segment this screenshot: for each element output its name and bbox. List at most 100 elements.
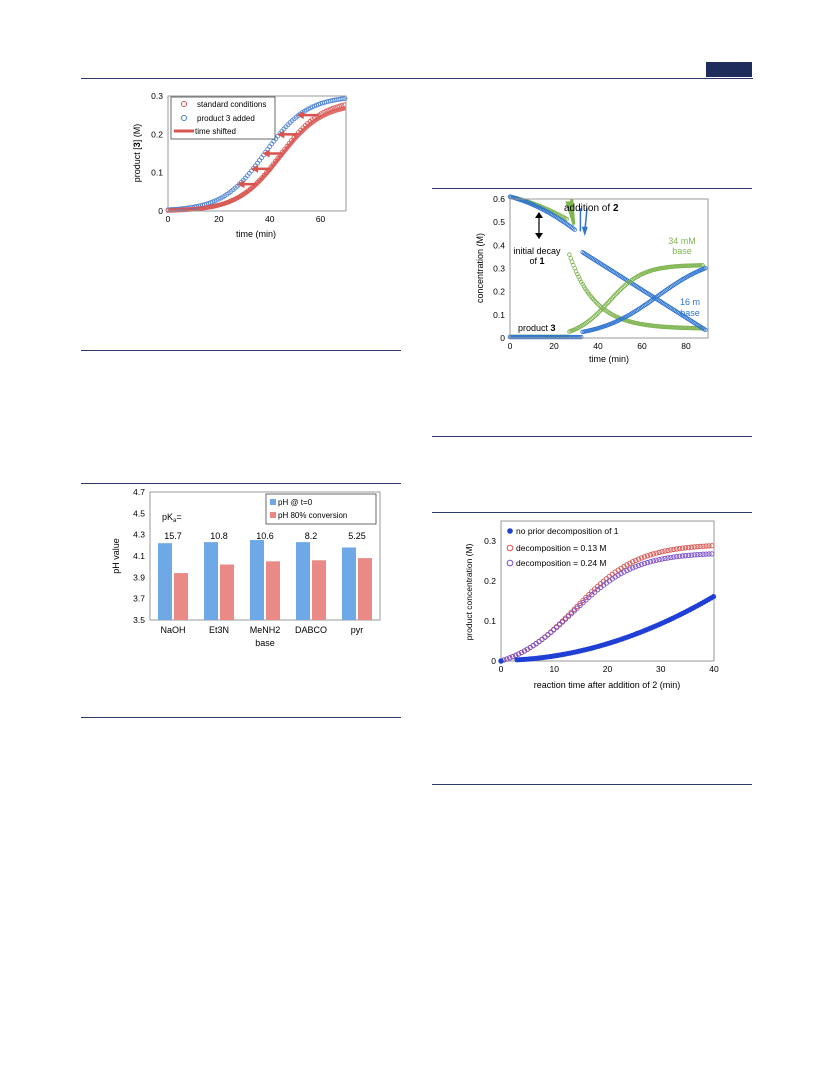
point-product-added	[242, 175, 248, 181]
data-point	[546, 207, 551, 212]
point-standard	[247, 186, 253, 192]
point-no-prior	[528, 656, 534, 662]
point-no-prior	[543, 654, 549, 660]
data-point	[519, 334, 525, 340]
point-decomp-013	[539, 636, 545, 642]
point-decomp-024	[674, 553, 680, 560]
data-point	[551, 334, 556, 340]
data-point	[606, 310, 612, 315]
data-point	[555, 334, 560, 340]
point-decomp-013	[530, 642, 536, 649]
data-point	[703, 266, 708, 271]
point-no-prior	[619, 636, 626, 642]
data-point	[514, 334, 519, 340]
data-point	[547, 208, 552, 213]
fig-c-ytick: 3.7	[133, 594, 145, 604]
pka-value: 10.6	[256, 531, 274, 541]
data-point	[633, 283, 638, 288]
data-point	[552, 210, 558, 216]
fig-b-xtick: 40	[593, 341, 603, 351]
data-point	[593, 312, 598, 318]
data-point	[535, 334, 540, 340]
data-point	[581, 329, 587, 334]
point-product-added	[330, 98, 336, 103]
data-point	[613, 314, 618, 319]
data-point	[509, 334, 514, 340]
data-point	[530, 334, 535, 340]
fig-b-xlabel: time (min)	[589, 354, 629, 364]
data-point	[544, 334, 550, 340]
data-point	[631, 282, 637, 288]
data-point	[683, 325, 688, 331]
data-point	[696, 326, 701, 331]
data-point	[658, 299, 663, 304]
data-point	[697, 324, 703, 329]
data-point	[655, 293, 661, 299]
point-no-prior	[583, 646, 590, 653]
data-point	[518, 197, 523, 202]
data-point	[629, 278, 634, 283]
point-no-prior	[605, 640, 611, 647]
data-point	[565, 222, 571, 228]
data-point	[601, 263, 606, 268]
data-point	[522, 334, 527, 340]
point-standard	[231, 196, 237, 202]
data-point	[565, 334, 571, 340]
fig-b-ytick: 0.5	[493, 217, 505, 227]
data-point	[547, 334, 552, 340]
data-point	[535, 203, 540, 208]
point-standard	[273, 158, 278, 164]
point-decomp-024	[668, 554, 674, 561]
point-decomp-013	[518, 649, 525, 656]
point-product-added	[281, 126, 287, 132]
data-point	[610, 320, 616, 326]
fig-a-legend: standard conditions product 3 added time…	[170, 96, 276, 140]
data-point	[631, 309, 637, 315]
data-point	[678, 325, 683, 330]
data-point	[664, 303, 670, 308]
data-point	[590, 327, 596, 332]
point-standard	[186, 207, 191, 212]
data-point	[527, 334, 532, 340]
data-point	[539, 204, 544, 210]
data-point	[618, 274, 624, 279]
data-point	[627, 319, 633, 324]
point-decomp-024	[603, 580, 610, 586]
point-decomp-024	[577, 602, 583, 609]
point-decomp-024	[677, 553, 683, 559]
data-point	[688, 272, 694, 278]
point-standard	[284, 143, 290, 149]
data-point	[625, 313, 630, 319]
shift-arrowhead	[262, 149, 270, 158]
point-no-prior	[567, 650, 573, 656]
point-standard	[238, 193, 244, 198]
point-no-prior	[694, 603, 700, 609]
point-decomp-024	[562, 616, 569, 622]
data-point	[693, 325, 699, 331]
point-decomp-013	[656, 549, 662, 556]
data-point	[511, 334, 517, 340]
data-point	[613, 319, 618, 325]
shift-arrowhead	[296, 111, 304, 120]
point-standard	[167, 207, 173, 213]
point-no-prior	[622, 635, 628, 641]
point-no-prior	[547, 653, 554, 660]
data-point	[634, 274, 639, 280]
data-point	[583, 286, 588, 291]
point-no-prior	[612, 638, 618, 644]
point-product-added	[179, 206, 185, 212]
data-point	[680, 313, 686, 318]
point-standard	[291, 135, 297, 141]
fig-c-legend: pH @ t=0 pH 80% conversion	[265, 493, 377, 525]
data-point	[605, 322, 610, 328]
data-point	[597, 309, 602, 314]
point-decomp-024	[594, 587, 601, 593]
data-point	[507, 334, 513, 340]
point-decomp-013	[636, 556, 642, 562]
point-decomp-024	[565, 613, 572, 620]
data-point	[692, 320, 697, 326]
data-point	[519, 197, 525, 203]
data-point	[542, 334, 547, 340]
data-point	[559, 334, 564, 340]
data-point	[646, 269, 651, 274]
